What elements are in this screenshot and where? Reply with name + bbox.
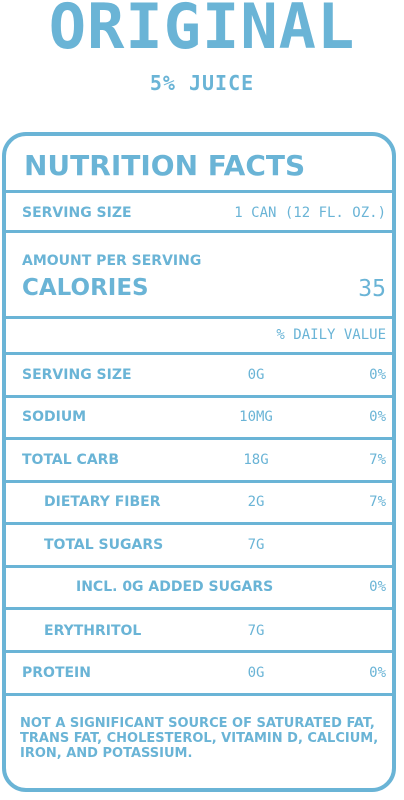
divider [6, 522, 392, 525]
divider [6, 650, 392, 653]
row-amount-sodium: 10MG [239, 409, 273, 425]
row-label-total-sugars: TOTAL SUGARS [44, 537, 164, 553]
row-dv-added-sugars: 0% [369, 579, 386, 595]
panel-title: NUTRITION FACTS [24, 149, 306, 182]
row-label-erythritol: ERYTHRITOL [44, 623, 142, 639]
row-label-protein: PROTEIN [22, 665, 91, 681]
row-label-serving-size: SERVING SIZE [22, 367, 132, 383]
row-amount-total-carb: 18G [243, 452, 269, 468]
divider [6, 565, 392, 568]
row-dv-protein: 0% [369, 665, 386, 681]
serving-size-label: SERVING SIZE [22, 205, 132, 221]
row-dv-dietary-fiber: 7% [369, 494, 386, 510]
serving-size-value: 1 CAN (12 FL. OZ.) [234, 205, 386, 221]
row-dv-total-carb: 7% [369, 452, 386, 468]
row-amount-total-sugars: 7G [247, 537, 265, 553]
amount-per-serving-label: AMOUNT PER SERVING [22, 253, 202, 269]
divider [6, 395, 392, 398]
row-label-added-sugars: INCL. 0G ADDED SUGARS [76, 579, 274, 595]
row-label-sodium: SODIUM [22, 409, 87, 425]
divider [6, 607, 392, 610]
row-label-total-carb: TOTAL CARB [22, 452, 120, 468]
product-subtitle: 5% JUICE [149, 71, 255, 95]
row-amount-protein: 0G [247, 665, 265, 681]
daily-value-header: % DAILY VALUE [276, 327, 386, 343]
calories-label: CALORIES [22, 275, 149, 301]
nutrition-facts-panel: NUTRITION FACTS SERVING SIZE 1 CAN (12 F… [2, 132, 396, 792]
divider [6, 352, 392, 355]
divider [6, 437, 392, 440]
divider [6, 190, 392, 193]
divider [6, 316, 392, 319]
divider [6, 480, 392, 483]
row-amount-serving-size: 0G [247, 367, 265, 383]
footer-note: NOT A SIGNIFICANT SOURCE OF SATURATED FA… [20, 716, 379, 761]
row-dv-serving-size: 0% [369, 367, 386, 383]
row-dv-sodium: 0% [369, 409, 386, 425]
divider [6, 230, 392, 233]
divider [6, 693, 392, 696]
row-label-dietary-fiber: DIETARY FIBER [44, 494, 161, 510]
row-amount-dietary-fiber: 2G [247, 494, 265, 510]
calories-value: 35 [358, 276, 386, 302]
row-amount-erythritol: 7G [247, 623, 265, 639]
product-name: ORIGINAL [48, 0, 356, 63]
